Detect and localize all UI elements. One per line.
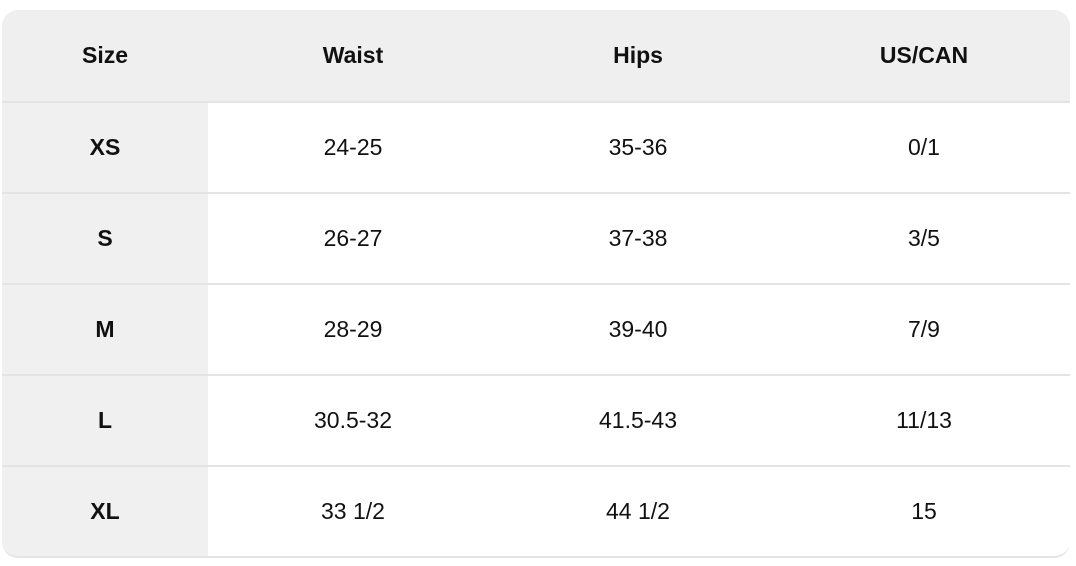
header-us-can: US/CAN xyxy=(778,10,1070,102)
cell-size: L xyxy=(2,374,208,466)
table-row: M 28-29 39-40 7/9 xyxy=(2,283,1070,375)
cell-size: XL xyxy=(2,465,208,556)
cell-waist: 28-29 xyxy=(208,283,498,375)
cell-hips: 35-36 xyxy=(498,101,778,193)
size-chart: Size Waist Hips US/CAN XS 24-25 35-36 0/1 S 2… xyxy=(2,10,1070,558)
table-row: XS 24-25 35-36 0/1 xyxy=(2,101,1070,193)
header-waist: Waist xyxy=(208,10,498,102)
cell-us-can: 0/1 xyxy=(778,101,1070,193)
table-row: S 26-27 37-38 3/5 xyxy=(2,192,1070,284)
size-chart-table: Size Waist Hips US/CAN XS 24-25 35-36 0/1 S 2… xyxy=(2,10,1070,556)
cell-us-can: 3/5 xyxy=(778,192,1070,284)
cell-size: M xyxy=(2,283,208,375)
table-row: L 30.5-32 41.5-43 11/13 xyxy=(2,374,1070,466)
cell-hips: 41.5-43 xyxy=(498,374,778,466)
header-hips: Hips xyxy=(498,10,778,102)
cell-waist: 33 1/2 xyxy=(208,465,498,556)
table-row: XL 33 1/2 44 1/2 15 xyxy=(2,465,1070,556)
cell-hips: 39-40 xyxy=(498,283,778,375)
cell-waist: 24-25 xyxy=(208,101,498,193)
cell-us-can: 7/9 xyxy=(778,283,1070,375)
cell-us-can: 15 xyxy=(778,465,1070,556)
cell-hips: 44 1/2 xyxy=(498,465,778,556)
cell-us-can: 11/13 xyxy=(778,374,1070,466)
header-size: Size xyxy=(2,10,208,102)
cell-waist: 26-27 xyxy=(208,192,498,284)
cell-hips: 37-38 xyxy=(498,192,778,284)
cell-size: XS xyxy=(2,101,208,193)
cell-waist: 30.5-32 xyxy=(208,374,498,466)
header-row: Size Waist Hips US/CAN xyxy=(2,10,1070,102)
cell-size: S xyxy=(2,192,208,284)
